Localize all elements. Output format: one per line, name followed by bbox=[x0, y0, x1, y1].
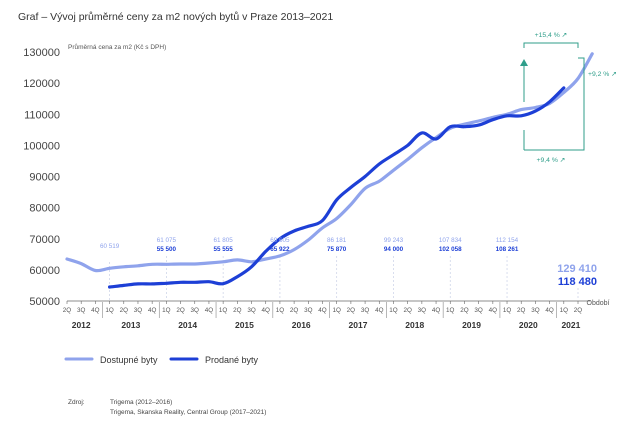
change-indicators: +15,4 % ↗ +9,2 % ↗ +9,4 % ↗ bbox=[520, 32, 617, 164]
quarter-tick-label: 2Q bbox=[517, 307, 526, 314]
quarter-tick-label: 3Q bbox=[531, 307, 540, 314]
legend: Dostupné byty Prodané byty bbox=[64, 355, 259, 365]
y-tick-label: 90000 bbox=[29, 172, 60, 184]
annotation-dostupne: 61 075 bbox=[157, 237, 177, 244]
chart-title: Graf – Vývoj průměrné ceny za m2 nových … bbox=[18, 11, 333, 23]
final-value-prodane: 118 480 bbox=[558, 276, 597, 288]
quarter-tick-label: 2Q bbox=[347, 307, 356, 314]
quarter-tick-label: 3Q bbox=[134, 307, 143, 314]
annotation-dostupne: 112 154 bbox=[496, 237, 519, 244]
quarter-tick-label: 4Q bbox=[489, 307, 498, 314]
y-axis-label: Průměrná cena za m2 (Kč s DPH) bbox=[68, 43, 166, 51]
year-label: 2017 bbox=[349, 320, 368, 330]
arrow-up-icon bbox=[520, 59, 528, 66]
quarter-tick-label: 3Q bbox=[77, 307, 86, 314]
annotation-dostupne: 69 605 bbox=[270, 237, 290, 244]
annotation-prodane: 75 870 bbox=[327, 246, 347, 253]
quarter-tick-label: 4Q bbox=[318, 307, 327, 314]
quarter-tick-label: 3Q bbox=[247, 307, 256, 314]
annotation-prodane: 65 922 bbox=[270, 246, 290, 253]
right-change-bracket bbox=[578, 57, 585, 151]
quarter-tick-label: 1Q bbox=[446, 307, 455, 314]
top-change-label: +15,4 % ↗ bbox=[535, 32, 568, 39]
series-line-prodane bbox=[108, 86, 566, 289]
year-label: 2014 bbox=[178, 320, 197, 330]
quarter-tick-label: 1Q bbox=[105, 307, 114, 314]
quarter-tick-label: 2Q bbox=[460, 307, 469, 314]
quarter-tick-label: 4Q bbox=[91, 307, 100, 314]
quarter-tick-label: 3Q bbox=[474, 307, 483, 314]
year-label: 2015 bbox=[235, 320, 254, 330]
annotation-dostupne: 60 519 bbox=[100, 243, 120, 250]
legend-label-dostupne: Dostupné byty bbox=[100, 355, 158, 365]
year-label: 2013 bbox=[121, 320, 140, 330]
y-tick-label: 110000 bbox=[24, 109, 60, 121]
quarter-tick-label: 2Q bbox=[176, 307, 185, 314]
quarter-tick-label: 3Q bbox=[361, 307, 370, 314]
year-label: 2018 bbox=[405, 320, 424, 330]
quarter-tick-label: 2Q bbox=[233, 307, 242, 314]
quarter-tick-label: 4Q bbox=[375, 307, 384, 314]
year-label: 2012 bbox=[72, 320, 91, 330]
right-change-label: +9,2 % ↗ bbox=[588, 71, 617, 78]
source-note: Zdroj: Trigema (2012–2016) Trigema, Skan… bbox=[68, 399, 266, 416]
quarter-tick-label: 2Q bbox=[63, 307, 72, 314]
annotations: 60 519 61 075 55 500 61 805 55 555 69 605 65 9… bbox=[100, 237, 597, 288]
quarter-tick-label: 4Q bbox=[545, 307, 554, 314]
axes: 50000 60000 70000 80000 90000 100000 110000 120… bbox=[23, 47, 590, 330]
quarter-tick-label: 1Q bbox=[332, 307, 341, 314]
y-tick-label: 100000 bbox=[23, 140, 60, 152]
source-line-2: Trigema, Skanska Reality, Central Group … bbox=[110, 409, 266, 416]
quarter-tick-label: 1Q bbox=[503, 307, 512, 314]
quarter-tick-label: 1Q bbox=[276, 307, 285, 314]
year-label: 2016 bbox=[292, 320, 311, 330]
quarter-tick-label: 3Q bbox=[191, 307, 200, 314]
annotation-dostupne: 107 834 bbox=[439, 237, 462, 244]
year-label: 2021 bbox=[561, 320, 580, 330]
annotation-prodane: 55 500 bbox=[157, 246, 177, 253]
quarter-tick-label: 4Q bbox=[205, 307, 214, 314]
quarter-tick-label: 4Q bbox=[262, 307, 271, 314]
annotation-guides bbox=[109, 256, 579, 300]
annotation-prodane: 102 058 bbox=[439, 246, 462, 253]
quarter-tick-label: 4Q bbox=[148, 307, 157, 314]
annotation-prodane: 55 555 bbox=[214, 246, 234, 253]
y-tick-label: 80000 bbox=[29, 203, 60, 215]
quarter-tick-label: 1Q bbox=[560, 307, 569, 314]
top-change-bracket bbox=[523, 42, 579, 48]
quarter-tick-label: 4Q bbox=[432, 307, 441, 314]
x-axis-label: Období bbox=[587, 300, 610, 307]
y-tick-label: 60000 bbox=[29, 265, 60, 277]
series-lines bbox=[65, 52, 594, 289]
final-value-dostupne: 129 410 bbox=[557, 263, 597, 275]
annotation-prodane: 108 261 bbox=[496, 246, 519, 253]
bottom-change-label: +9,4 % ↗ bbox=[537, 157, 566, 164]
quarter-tick-label: 1Q bbox=[389, 307, 398, 314]
quarter-tick-label: 2Q bbox=[403, 307, 412, 314]
source-line-1: Trigema (2012–2016) bbox=[110, 399, 172, 406]
annotation-dostupne: 61 805 bbox=[214, 237, 234, 244]
annotation-dostupne: 99 243 bbox=[384, 237, 404, 244]
quarter-tick-label: 3Q bbox=[418, 307, 427, 314]
quarter-tick-label: 1Q bbox=[219, 307, 228, 314]
y-tick-label: 70000 bbox=[29, 234, 60, 246]
quarter-tick-label: 1Q bbox=[162, 307, 171, 314]
legend-label-prodane: Prodané byty bbox=[205, 355, 259, 365]
source-label: Zdroj: bbox=[68, 399, 85, 406]
year-label: 2019 bbox=[462, 320, 481, 330]
y-tick-label: 130000 bbox=[23, 47, 60, 59]
quarter-tick-label: 2Q bbox=[120, 307, 129, 314]
year-label: 2020 bbox=[519, 320, 538, 330]
quarter-tick-label: 2Q bbox=[290, 307, 299, 314]
annotation-dostupne: 86 181 bbox=[327, 237, 347, 244]
y-tick-label: 50000 bbox=[29, 296, 60, 308]
quarter-tick-label: 2Q bbox=[574, 307, 583, 314]
y-tick-label: 120000 bbox=[23, 78, 60, 90]
annotation-prodane: 94 000 bbox=[384, 246, 404, 253]
quarter-tick-label: 3Q bbox=[304, 307, 313, 314]
